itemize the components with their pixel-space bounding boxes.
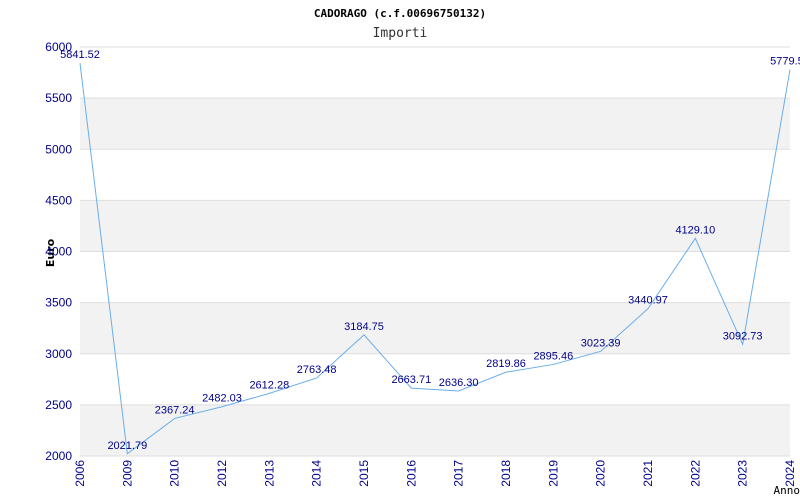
data-label: 2636.30: [439, 377, 479, 389]
x-axis-label: Anno: [774, 484, 800, 497]
y-tick-label: 4500: [45, 193, 72, 207]
data-label: 5841.52: [60, 49, 100, 61]
background-bands: [80, 98, 790, 456]
x-tick-label: 2013: [262, 460, 276, 487]
x-tick-label: 2006: [73, 460, 87, 487]
y-tick-label: 4000: [45, 245, 72, 259]
data-label: 2482.03: [202, 393, 242, 405]
grid-band: [80, 98, 790, 150]
x-tick-label: 2020: [594, 460, 608, 487]
data-label: 2021.79: [107, 440, 147, 452]
x-tick-label: 2017: [452, 460, 466, 487]
data-label: 3023.39: [581, 337, 621, 349]
x-tick-label: 2015: [357, 460, 371, 487]
x-tick-label: 2019: [546, 460, 560, 487]
y-tick-label: 2500: [45, 398, 72, 412]
series-line: [79, 63, 791, 455]
data-label: 3184.75: [344, 321, 384, 333]
y-tick-label: 5500: [45, 91, 72, 105]
x-tick-label: 2024: [783, 460, 797, 487]
chart-title: CADORAGO (c.f.00696750132): [314, 7, 486, 20]
x-tick-labels: 2006 2009 2010 2012 2013 2014 2015 2016 2017 2018…: [73, 460, 797, 487]
x-tick-label: 2021: [641, 460, 655, 487]
data-label: 5779.50: [770, 56, 800, 68]
data-label: 2367.24: [155, 404, 195, 416]
y-tick-label: 6000: [45, 40, 72, 54]
data-label: 2612.28: [249, 379, 289, 391]
data-label: 2763.48: [297, 364, 337, 376]
y-tick-label: 5000: [45, 142, 72, 156]
data-label: 3440.97: [628, 295, 668, 307]
gridlines: [80, 46, 790, 457]
data-label: 2663.71: [391, 374, 431, 386]
y-tick-label: 3000: [45, 347, 72, 361]
x-tick-label: 2022: [688, 460, 702, 487]
x-tick-label: 2016: [404, 460, 418, 487]
grid-band: [80, 200, 790, 252]
x-tick-label: 2018: [499, 460, 513, 487]
data-label: 4129.10: [675, 224, 715, 236]
y-tick-label: 3500: [45, 296, 72, 310]
y-tick-labels: 2000 2500 3000 3500 4000 4500 5000 5500 6000: [45, 40, 72, 463]
x-tick-label: 2010: [168, 460, 182, 487]
data-label: 2819.86: [486, 358, 526, 370]
grid-band: [80, 404, 790, 456]
grid-band: [80, 302, 790, 354]
y-axis-label: Euro: [44, 238, 57, 267]
y-tick-label: 2000: [45, 449, 72, 463]
chart-subtitle: Importi: [373, 26, 428, 41]
x-tick-label: 2014: [310, 460, 324, 487]
data-label: 2895.46: [533, 350, 573, 362]
x-tick-label: 2023: [736, 460, 750, 487]
x-tick-label: 2009: [120, 460, 134, 487]
x-tick-label: 2012: [215, 460, 229, 487]
data-label: 3092.73: [723, 330, 763, 342]
data-labels: 5841.52 2021.79 2367.24 2482.03 2612.28 2763.…: [60, 49, 800, 452]
